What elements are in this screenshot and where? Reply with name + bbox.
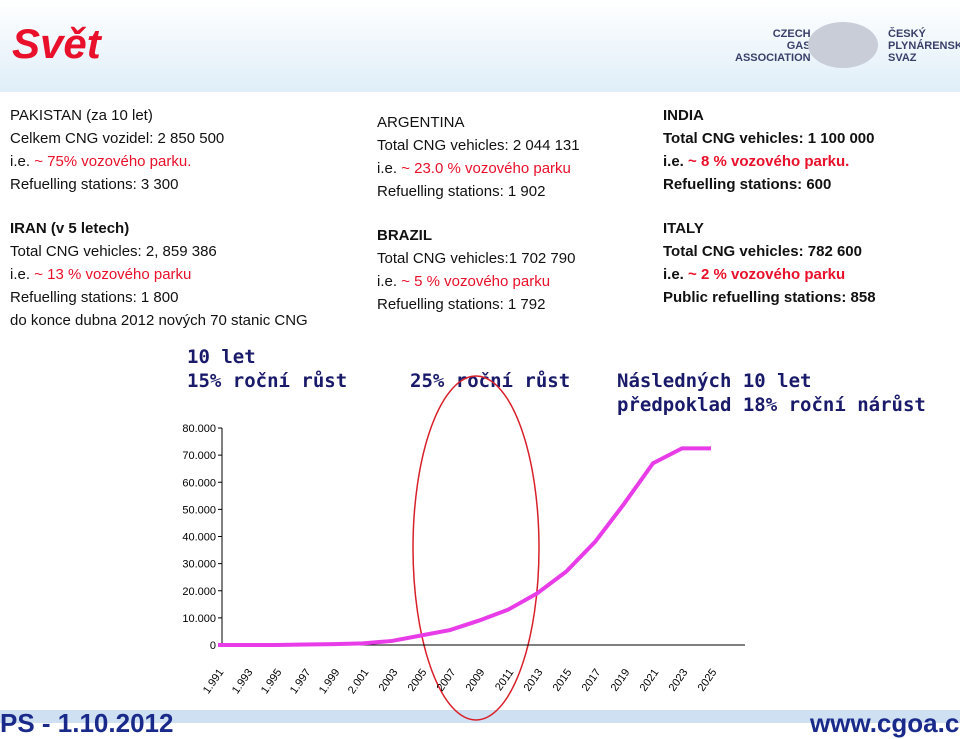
- x-tick-label: 1.995: [259, 667, 285, 696]
- text-line: Refuelling stations: 600: [663, 176, 832, 193]
- annotation: předpoklad 18% roční nárůst: [617, 394, 926, 416]
- text-line: PAKISTAN (za 10 let): [10, 107, 153, 124]
- prefix: i.e.: [377, 160, 398, 177]
- prefix: i.e.: [10, 153, 31, 170]
- y-tick-label: 60.000: [182, 477, 216, 489]
- logo-text: GAS: [786, 40, 811, 52]
- text-line: BRAZIL: [377, 227, 432, 244]
- text-line: i.e. ~ 75% vozového parku.: [10, 150, 224, 173]
- prefix: i.e.: [377, 273, 398, 290]
- x-tick-label: 2023: [667, 667, 691, 694]
- footer-band: [0, 710, 960, 723]
- x-tick-label: 2019: [609, 667, 633, 694]
- country-block: BRAZIL Total CNG vehicles:1 702 790 i.e. ~…: [377, 224, 575, 316]
- y-tick-label: 50.000: [182, 504, 216, 516]
- text-line: ARGENTINA: [377, 114, 465, 131]
- x-tick-label: 2013: [522, 667, 546, 694]
- x-tick-label: 1.999: [317, 667, 343, 696]
- x-tick-label: 2025: [696, 667, 720, 694]
- y-tick-label: 10.000: [182, 613, 216, 625]
- annotation: 10 let: [187, 346, 256, 368]
- text-line: do konce dubna 2012 nových 70 stanic CNG: [10, 312, 308, 329]
- x-tick-label: 2011: [493, 667, 516, 693]
- chart: 0 10.000 20.000 30.000 40.000 50.000 60.000 70.…: [182, 375, 745, 721]
- logo-right: ČESKÝPLYNÁRENSKÝSVAZ: [888, 28, 960, 64]
- logo-text: PLYNÁRENSKÝ: [888, 40, 960, 52]
- logo-left: CZECH GAS ASSOCIATION: [735, 28, 811, 64]
- x-tick-label: 1.991: [201, 667, 227, 696]
- annotation: 15% roční růst: [187, 370, 348, 392]
- text-line: Total CNG vehicles: 2 044 131: [377, 137, 580, 154]
- annotation: Následných 10 let: [617, 370, 812, 392]
- country-block: PAKISTAN (za 10 let) Celkem CNG vozidel: …: [10, 104, 224, 196]
- logo-mark: [808, 22, 878, 68]
- text-line: INDIA: [663, 107, 704, 124]
- text-line: Total CNG vehicles:1 702 790: [377, 250, 576, 267]
- x-tick-label: 2015: [551, 667, 575, 694]
- highlight: ~ 8 % vozového parku.: [688, 153, 850, 170]
- title: Svět: [12, 20, 101, 67]
- x-tick-label: 1.997: [288, 667, 314, 696]
- text-line: i.e. ~ 23.0 % vozového parku: [377, 157, 580, 180]
- text-line: Celkem CNG vozidel: 2 850 500: [10, 130, 225, 147]
- text-line: i.e. ~ 13 % vozového parku: [10, 263, 308, 286]
- x-tick-label: 2017: [580, 667, 604, 694]
- x-tick-label: 1.993: [230, 667, 256, 696]
- country-block: ITALY Total CNG vehicles: 782 600 i.e. ~ 2…: [663, 217, 876, 309]
- x-tick-label: 2.001: [346, 667, 372, 696]
- y-tick-label: 80.000: [182, 423, 216, 435]
- x-tick-label: 2007: [435, 667, 459, 694]
- x-tick-label: 2005: [406, 667, 430, 694]
- text-line: Total CNG vehicles: 1 100 000: [663, 130, 875, 147]
- logo-text: CZECH: [772, 28, 811, 40]
- logo-text: SVAZ: [888, 52, 917, 64]
- data-line: [218, 446, 711, 647]
- prefix: i.e.: [663, 153, 684, 170]
- highlight: ~ 23.0 % vozového parku: [401, 160, 571, 177]
- x-tick-label: 2003: [377, 667, 401, 694]
- prefix: i.e.: [10, 266, 31, 283]
- country-block: ARGENTINA Total CNG vehicles: 2 044 131 i.…: [377, 111, 580, 203]
- x-tick-label: 2009: [464, 667, 488, 694]
- country-block: INDIA Total CNG vehicles: 1 100 000 i.e. ~…: [663, 104, 875, 196]
- highlight: ~ 13 % vozového parku: [34, 266, 192, 283]
- y-tick-label: 30.000: [182, 559, 216, 571]
- x-tick-label: 2021: [638, 667, 662, 694]
- highlight-ellipse: [412, 375, 540, 721]
- text-line: Total CNG vehicles: 2, 859 386: [10, 243, 217, 260]
- y-tick-label: 20.000: [182, 586, 216, 598]
- y-tick-label: 70.000: [182, 450, 216, 462]
- highlight: ~ 2 % vozového parku: [688, 266, 846, 283]
- text-line: Total CNG vehicles: 782 600: [663, 243, 862, 260]
- header: [0, 0, 960, 92]
- text-line: IRAN (v 5 letech): [10, 220, 130, 237]
- text-line: i.e. ~ 2 % vozového parku: [663, 263, 876, 286]
- text-line: Public refuelling stations: 858: [663, 289, 876, 306]
- text-line: Refuelling stations: 3 300: [10, 176, 179, 193]
- highlight: ~ 75% vozového parku.: [34, 153, 192, 170]
- y-tick-label: 40.000: [182, 532, 216, 544]
- text-line: Refuelling stations: 1 792: [377, 296, 546, 313]
- y-tick-label: 0: [210, 640, 216, 652]
- logo-text: ČESKÝ: [888, 28, 926, 40]
- text-line: ITALY: [663, 220, 704, 237]
- text-line: Refuelling stations: 1 800: [10, 289, 179, 306]
- text-line: i.e. ~ 8 % vozového parku.: [663, 150, 875, 173]
- prefix: i.e.: [663, 266, 684, 283]
- logo-text: ASSOCIATION: [735, 52, 811, 64]
- text-line: i.e. ~ 5 % vozového parku: [377, 270, 575, 293]
- country-block: IRAN (v 5 letech) Total CNG vehicles: 2, …: [10, 217, 308, 332]
- text-line: Refuelling stations: 1 902: [377, 183, 546, 200]
- highlight: ~ 5 % vozového parku: [401, 273, 551, 290]
